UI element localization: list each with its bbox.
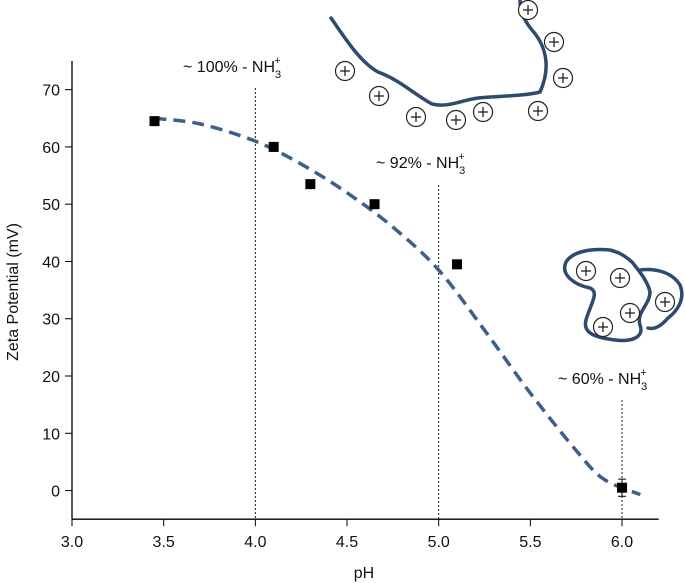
- charge-icon: [543, 31, 565, 53]
- annotation-text: ~ 92% - NH: [376, 155, 459, 172]
- annotation-sup: +: [458, 151, 464, 163]
- annotation-sub: 3: [641, 381, 647, 393]
- charge-icon: [527, 100, 549, 122]
- charge-icons: [334, 0, 676, 338]
- data-point: [149, 116, 160, 127]
- annotation-sub: 3: [275, 69, 281, 81]
- charge-icon: [575, 260, 597, 282]
- annotation-sup: +: [640, 367, 646, 379]
- charge-icon: [609, 267, 631, 289]
- annotation-text: ~ 100% - NH: [183, 59, 275, 76]
- x-tick-label: 5.0: [428, 534, 450, 551]
- data-point: [452, 259, 463, 270]
- charge-icon: [334, 60, 356, 82]
- x-tick-label: 5.5: [519, 534, 541, 551]
- charge-icon: [517, 0, 539, 21]
- fit-curve: [154, 116, 642, 497]
- polymer-extended: [329, 0, 548, 107]
- x-tick-label: 3.0: [61, 534, 83, 551]
- data-point: [617, 482, 628, 493]
- plot-frame: [72, 61, 659, 519]
- polymer-collapsed: [562, 247, 684, 343]
- y-tick-label: 30: [42, 312, 60, 329]
- data-point: [305, 179, 316, 190]
- x-axis-label: pH: [354, 565, 374, 582]
- x-tick-label: 6.0: [611, 534, 633, 551]
- y-tick-label: 60: [42, 140, 60, 157]
- annotation: ~ 100% - NH3 +: [183, 55, 281, 81]
- charge-icon: [472, 101, 494, 123]
- y-tick-label: 20: [42, 369, 60, 386]
- data-point: [369, 199, 380, 210]
- y-axis-label: Zeta Potential (mV): [5, 223, 22, 361]
- charge-icon: [445, 109, 467, 131]
- x-tick-label: 3.5: [153, 534, 175, 551]
- data-point: [268, 141, 279, 152]
- charge-icon: [552, 67, 574, 89]
- charge-icon: [592, 316, 614, 338]
- y-tick-label: 40: [42, 254, 60, 271]
- charge-icon: [405, 106, 427, 128]
- annotation: ~ 92% - NH3 +: [376, 151, 465, 177]
- charge-icon: [368, 85, 390, 107]
- annotation: ~ 60% - NH3 +: [558, 367, 647, 393]
- x-tick-label: 4.5: [336, 534, 358, 551]
- charge-icon: [619, 302, 641, 324]
- annotation-sub: 3: [459, 165, 465, 177]
- y-tick-label: 50: [42, 197, 60, 214]
- annotation-text: ~ 60% - NH: [558, 371, 641, 388]
- charge-icon: [654, 291, 676, 313]
- y-tick-label: 0: [51, 484, 60, 501]
- y-tick-label: 70: [42, 83, 60, 100]
- annotation-sup: +: [274, 55, 280, 67]
- y-tick-label: 10: [42, 426, 60, 443]
- x-tick-label: 4.0: [244, 534, 266, 551]
